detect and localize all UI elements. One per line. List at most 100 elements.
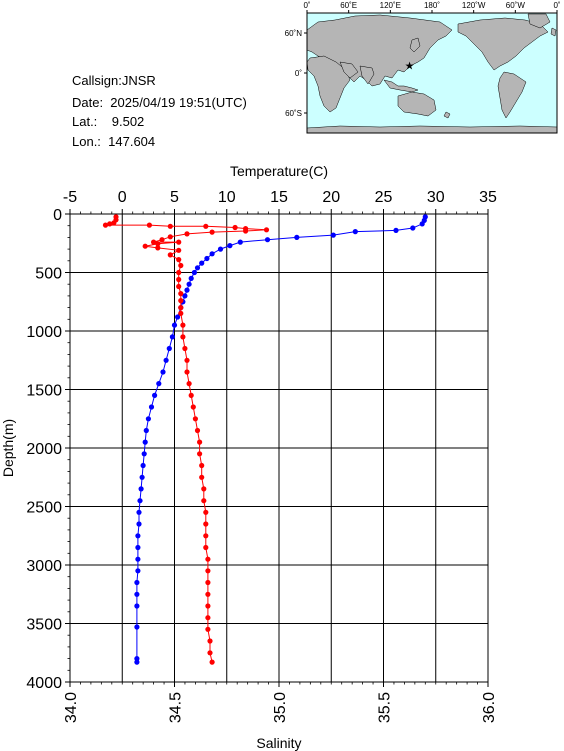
salinity-axis-label: Salinity bbox=[256, 735, 301, 751]
temperature-point bbox=[163, 357, 169, 363]
salinity-point bbox=[180, 322, 186, 328]
map-longitude-label: 60˚W bbox=[506, 1, 526, 10]
map-land-antarctica bbox=[307, 125, 557, 133]
temperature-axis-ticks: -5 0 5 10 15 20 25 30 35 bbox=[63, 189, 497, 214]
map-latitude-ticks: 60˚N 0˚ 60˚S bbox=[285, 29, 307, 118]
depth-tick-label: 1500 bbox=[26, 383, 62, 400]
temperature-point bbox=[136, 521, 142, 527]
map-land-arabia bbox=[339, 61, 359, 79]
salinity-point bbox=[197, 451, 203, 457]
salinity-point bbox=[151, 239, 157, 245]
salinity-point bbox=[184, 369, 190, 375]
salinity-point bbox=[180, 334, 186, 340]
grid-lines bbox=[69, 213, 489, 683]
temperature-point bbox=[171, 322, 178, 328]
temperature-point bbox=[352, 229, 358, 235]
salinity-point bbox=[102, 222, 109, 228]
temperature-point bbox=[186, 281, 192, 287]
temperature-point bbox=[145, 416, 151, 422]
salinity-series bbox=[102, 214, 270, 665]
salinity-point bbox=[205, 591, 211, 597]
temperature-tick-label: 35 bbox=[479, 189, 497, 206]
temperature-point bbox=[134, 659, 140, 665]
salinity-axis-ticks: 34.0 34.5 35.0 35.5 36.0 bbox=[63, 682, 498, 723]
temperature-point bbox=[264, 237, 271, 243]
temperature-point bbox=[134, 591, 140, 597]
salinity-point bbox=[176, 283, 182, 290]
salinity-point bbox=[176, 247, 182, 253]
map-land-north-america bbox=[457, 17, 549, 71]
map-land-nz bbox=[443, 111, 451, 119]
temperature-point bbox=[135, 556, 141, 562]
location-map: ★ 0˚ 60˚E 120˚E 180˚ 120˚W 60˚W 0˚ 60˚N 0˚ 60˚S bbox=[285, 1, 561, 134]
salinity-point bbox=[199, 474, 205, 480]
salinity-tick-label: 36.0 bbox=[481, 692, 498, 723]
salinity-point bbox=[178, 305, 184, 311]
depth-tick-label: 3000 bbox=[26, 558, 62, 575]
temperature-tick-label: 5 bbox=[170, 189, 179, 206]
salinity-point bbox=[209, 229, 215, 235]
depth-tick-label: 500 bbox=[35, 266, 62, 283]
salinity-point bbox=[192, 416, 198, 422]
salinity-point bbox=[201, 486, 207, 492]
temperature-point bbox=[184, 287, 190, 293]
profile-plot: -5 0 5 10 15 20 25 30 35 34.0 34.5 35.0 35.5 36.0 05… bbox=[0, 163, 498, 751]
salinity-point bbox=[203, 223, 209, 229]
map-longitude-label: 180˚ bbox=[424, 1, 440, 10]
salinity-point bbox=[178, 262, 184, 269]
map-latitude-label: 0˚ bbox=[295, 69, 302, 78]
salinity-point bbox=[243, 228, 249, 234]
salinity-point bbox=[142, 243, 148, 249]
salinity-point bbox=[232, 224, 238, 231]
salinity-point bbox=[188, 392, 194, 398]
salinity-point bbox=[111, 220, 117, 226]
temperature-point bbox=[330, 232, 336, 238]
depth-tick-label: 4000 bbox=[26, 675, 62, 692]
temperature-point bbox=[182, 293, 188, 299]
salinity-point bbox=[155, 245, 161, 251]
temperature-point bbox=[175, 314, 181, 320]
map-land-india bbox=[359, 65, 375, 85]
salinity-point bbox=[159, 237, 165, 243]
temperature-point bbox=[191, 269, 197, 276]
depth-tick-label: 3500 bbox=[26, 617, 62, 634]
salinity-point bbox=[178, 310, 184, 316]
map-land-africa bbox=[307, 55, 351, 113]
temperature-tick-label: 25 bbox=[375, 189, 393, 206]
salinity-point bbox=[201, 498, 207, 504]
map-longitude-label: 120˚E bbox=[380, 1, 401, 10]
temperature-point bbox=[156, 381, 162, 387]
depth-tick-label: 2500 bbox=[26, 500, 62, 517]
temperature-series bbox=[134, 214, 428, 665]
salinity-tick-label: 35.5 bbox=[377, 692, 394, 723]
temperature-point bbox=[294, 234, 300, 240]
temperature-tick-label: 30 bbox=[427, 189, 445, 206]
date-text: Date: 2025/04/19 19:51(UTC) bbox=[72, 95, 247, 110]
depth-tick-label: 2000 bbox=[26, 441, 62, 458]
temperature-point bbox=[169, 334, 175, 340]
temperature-point bbox=[217, 246, 224, 252]
temperature-point bbox=[160, 369, 166, 375]
salinity-point bbox=[205, 615, 211, 621]
salinity-point bbox=[205, 579, 211, 586]
temperature-point bbox=[134, 579, 140, 586]
temperature-point bbox=[188, 275, 194, 281]
station-marker-icon: ★ bbox=[405, 61, 415, 73]
map-land-indonesia bbox=[383, 79, 419, 93]
salinity-point bbox=[178, 298, 184, 304]
temperature-line bbox=[136, 216, 426, 663]
salinity-point bbox=[190, 404, 196, 410]
series-layer bbox=[102, 214, 428, 665]
map-latitude-label: 60˚S bbox=[285, 109, 302, 118]
temperature-point bbox=[135, 544, 141, 551]
salinity-point bbox=[182, 345, 188, 352]
salinity-point bbox=[167, 252, 173, 258]
temperature-point bbox=[393, 227, 399, 233]
temperature-point bbox=[134, 603, 140, 609]
salinity-point bbox=[167, 234, 173, 240]
temperature-point bbox=[140, 462, 146, 469]
temperature-point bbox=[139, 474, 145, 480]
map-land-uk bbox=[550, 27, 557, 37]
temperature-tick-label: 0 bbox=[118, 189, 127, 206]
